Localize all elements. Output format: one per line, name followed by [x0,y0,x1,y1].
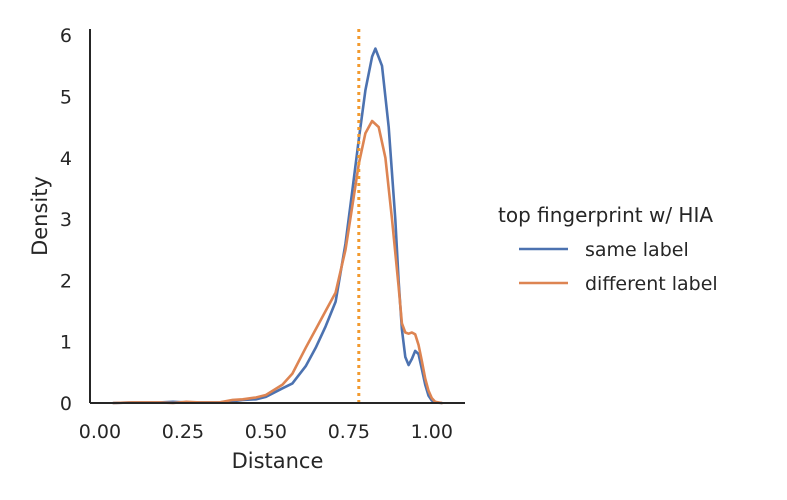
x-tick-label: 1.00 [411,421,453,443]
legend-title: top fingerprint w/ HIA [498,203,713,227]
series-line-different-label [111,119,444,405]
y-tick-label: 5 [60,86,72,108]
x-tick-label: 0.75 [328,421,370,443]
axes: 0.00 0.25 0.50 0.75 1.00 0 1 2 3 4 5 6 [60,25,465,443]
legend: top fingerprint w/ HIA same label differe… [498,203,718,295]
y-tick-label: 4 [60,148,72,170]
x-tick-label: 0.50 [245,421,287,443]
y-tick-label: 6 [60,25,72,47]
x-tick-label: 0.25 [162,421,204,443]
y-axis-label: Density [28,176,52,256]
x-axis-label: Distance [232,449,324,473]
y-tick-label: 0 [60,393,72,415]
y-tick-label: 2 [60,270,72,292]
plot-area [111,29,444,405]
y-tick-label: 3 [60,209,72,231]
legend-item-label: different label [585,273,718,295]
legend-item-label: same label [585,239,689,261]
x-tick-label: 0.00 [79,421,121,443]
y-tick-label: 1 [60,332,72,354]
